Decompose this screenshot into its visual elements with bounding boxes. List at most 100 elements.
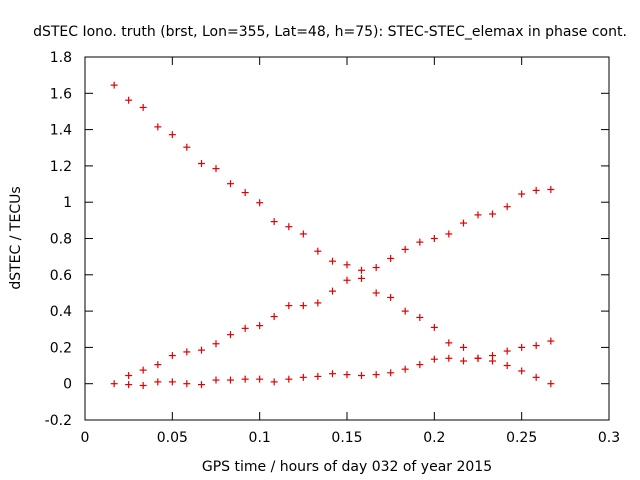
- y-tick-label: 0.4: [50, 304, 72, 320]
- x-tick-label: 0.2: [423, 430, 445, 446]
- data-point: [329, 370, 337, 378]
- data-point: [460, 357, 468, 365]
- data-point: [198, 160, 206, 168]
- data-point: [314, 247, 322, 255]
- x-tick-label: 0.15: [331, 430, 362, 446]
- y-tick-label: -0.2: [45, 413, 72, 429]
- data-point: [547, 185, 555, 193]
- data-point: [314, 372, 322, 380]
- y-tick-label: 1: [63, 195, 72, 211]
- data-point: [445, 354, 453, 362]
- data-point: [343, 371, 351, 379]
- x-tick-label: 0: [81, 430, 90, 446]
- data-point: [547, 337, 555, 345]
- data-point: [547, 380, 555, 388]
- y-axis: -0.2 0 0.2 0.4 0.6 0.8 1 1.2 1.4 1.6 1.8: [45, 50, 609, 429]
- data-point: [401, 245, 409, 253]
- data-point: [139, 366, 147, 374]
- data-point: [343, 261, 351, 269]
- data-point: [503, 362, 511, 370]
- data-point: [154, 123, 162, 131]
- data-point: [488, 210, 496, 218]
- x-tick-label: 0.05: [157, 430, 188, 446]
- y-tick-label: 0: [63, 377, 72, 393]
- x-axis-label: GPS time / hours of day 032 of year 2015: [202, 459, 492, 475]
- data-point: [460, 343, 468, 351]
- data-point: [474, 211, 482, 219]
- data-point: [256, 375, 264, 383]
- data-point: [241, 189, 249, 197]
- data-point: [532, 342, 540, 350]
- data-point: [372, 264, 380, 272]
- data-point: [488, 352, 496, 360]
- data-point: [430, 323, 438, 331]
- data-point: [212, 340, 220, 348]
- data-point: [285, 302, 293, 310]
- data-point: [270, 313, 278, 321]
- data-point: [372, 289, 380, 297]
- y-tick-label: 1.4: [50, 123, 72, 139]
- data-point: [387, 254, 395, 262]
- data-point: [401, 365, 409, 373]
- data-point: [357, 274, 365, 282]
- data-point: [270, 218, 278, 226]
- x-tick-label: 0.25: [506, 430, 537, 446]
- y-tick-label: 0.8: [50, 232, 72, 248]
- data-point: [125, 381, 133, 389]
- plot-frame: [84, 56, 610, 421]
- data-point: [212, 376, 220, 384]
- data-point: [110, 380, 118, 388]
- data-point: [329, 287, 337, 295]
- data-point: [241, 375, 249, 383]
- data-point: [445, 339, 453, 347]
- data-point: [474, 354, 482, 362]
- data-point: [226, 331, 234, 339]
- y-tick-label: 0.2: [50, 340, 72, 356]
- data-point: [518, 190, 526, 198]
- data-point: [503, 347, 511, 355]
- data-point: [416, 313, 424, 321]
- data-point: [314, 299, 322, 307]
- x-axis: 0 0.05 0.1 0.15 0.2 0.25 0.3: [81, 57, 620, 446]
- data-point: [430, 235, 438, 242]
- data-point: [532, 373, 540, 381]
- data-point: [183, 348, 191, 356]
- data-point: [503, 203, 511, 211]
- y-axis-label: dSTEC / TECUs: [8, 186, 24, 289]
- y-tick-label: 1.6: [50, 86, 72, 102]
- data-point: [154, 361, 162, 369]
- data-point: [183, 143, 191, 151]
- data-point: [212, 165, 220, 173]
- data-point: [183, 380, 191, 388]
- data-point: [416, 361, 424, 369]
- data-point: [299, 230, 307, 238]
- data-point: [357, 372, 365, 380]
- data-point: [387, 293, 395, 301]
- x-tick-label: 0.1: [249, 430, 271, 446]
- data-point: [226, 180, 234, 188]
- data-point: [256, 199, 264, 207]
- data-point: [198, 381, 206, 389]
- data-point: [430, 355, 438, 363]
- data-point: [241, 324, 249, 332]
- data-point: [532, 186, 540, 194]
- data-point: [139, 382, 147, 390]
- data-point: [139, 103, 147, 111]
- data-point: [343, 276, 351, 284]
- data-point: [518, 367, 526, 375]
- chart-title: dSTEC Iono. truth (brst, Lon=355, Lat=48…: [33, 24, 627, 40]
- data-point: [401, 307, 409, 315]
- data-point: [168, 352, 176, 360]
- data-point: [285, 375, 293, 383]
- data-point: [299, 302, 307, 310]
- data-points: [110, 81, 555, 390]
- data-point: [198, 346, 206, 354]
- data-point: [372, 371, 380, 379]
- y-tick-label: 0.6: [50, 268, 72, 284]
- data-point: [518, 343, 526, 351]
- data-point: [357, 266, 365, 274]
- data-point: [299, 373, 307, 381]
- data-point: [125, 96, 133, 104]
- data-point: [110, 81, 118, 89]
- x-tick-label: 0.3: [598, 430, 620, 446]
